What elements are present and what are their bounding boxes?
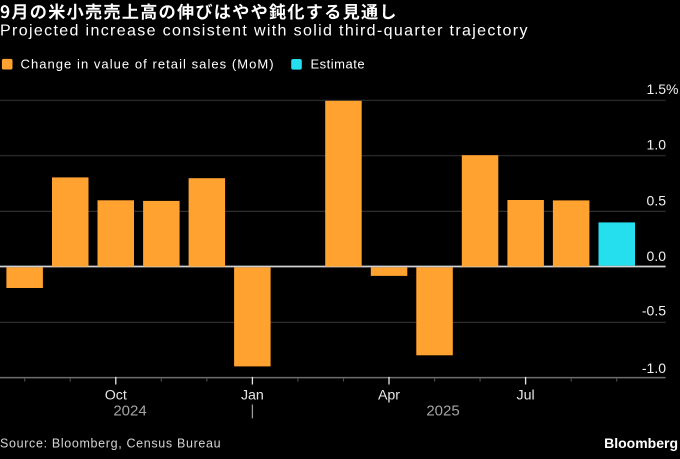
svg-text:Jul: Jul: [517, 387, 535, 403]
svg-text:0.5: 0.5: [647, 192, 667, 208]
svg-text:Bloomberg: Bloomberg: [604, 435, 678, 451]
svg-text:2024: 2024: [113, 402, 146, 419]
svg-text:-1.0: -1.0: [642, 360, 666, 376]
svg-text:Apr: Apr: [378, 387, 400, 403]
svg-text:2025: 2025: [426, 402, 459, 419]
svg-text:Source: Bloomberg, Census Bure: Source: Bloomberg, Census Bureau: [0, 437, 221, 451]
svg-text:Change in value of retail sale: Change in value of retail sales (MoM): [21, 57, 275, 72]
svg-text:Projected increase consistent: Projected increase consistent with solid…: [0, 23, 529, 40]
svg-text:Estimate: Estimate: [311, 57, 366, 72]
svg-text:Oct: Oct: [105, 387, 127, 403]
svg-text:-0.5: -0.5: [642, 303, 666, 319]
svg-text:1.5: 1.5: [647, 81, 667, 97]
svg-text:%: %: [666, 81, 678, 97]
svg-text:Jan: Jan: [241, 387, 264, 403]
svg-text:1.0: 1.0: [647, 137, 667, 153]
svg-text:0.0: 0.0: [647, 248, 667, 264]
